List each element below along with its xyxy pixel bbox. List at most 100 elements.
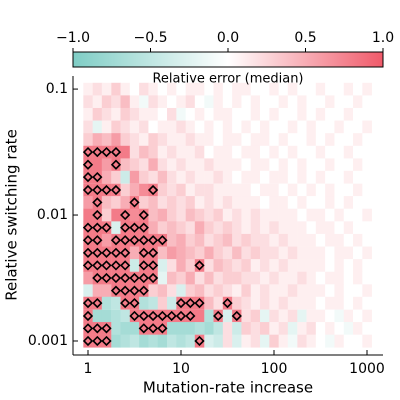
heatmap-cell xyxy=(129,145,140,159)
heatmap-cell xyxy=(250,334,261,348)
heatmap-cell xyxy=(176,284,186,298)
heatmap-cell xyxy=(92,233,103,247)
heatmap-cell xyxy=(157,82,168,96)
heatmap-cell xyxy=(222,170,233,184)
significance-marker xyxy=(138,235,149,246)
heatmap-cell xyxy=(232,259,242,273)
heatmap-cell xyxy=(185,145,196,159)
significance-marker xyxy=(110,272,122,284)
significance-marker xyxy=(147,310,159,322)
significance-marker xyxy=(82,171,94,183)
heatmap-cell xyxy=(325,95,335,109)
heatmap-cell xyxy=(241,196,252,209)
heatmap-cell xyxy=(362,183,372,197)
heatmap-cell xyxy=(325,183,335,197)
heatmap-cell xyxy=(241,170,252,184)
heatmap-cell xyxy=(92,120,103,134)
significance-marker xyxy=(147,260,159,271)
heatmap-cell xyxy=(83,170,93,184)
heatmap-cell xyxy=(232,284,242,298)
heatmap-cell xyxy=(83,208,93,222)
significance-marker xyxy=(120,272,131,284)
heatmap-cell xyxy=(139,284,149,298)
heatmap-cell xyxy=(362,145,372,159)
significance-marker xyxy=(101,323,112,334)
heatmap-cell xyxy=(334,158,345,172)
significance-marker xyxy=(92,197,103,208)
heatmap-cell xyxy=(260,145,270,159)
heatmap-cell xyxy=(334,82,345,96)
heatmap-cell xyxy=(176,196,186,209)
heatmap-cell xyxy=(250,145,261,159)
heatmap-cell xyxy=(176,221,186,235)
heatmap-cell xyxy=(101,107,112,121)
significance-marker xyxy=(92,323,103,334)
heatmap-cell xyxy=(250,208,261,222)
significance-marker xyxy=(82,247,94,258)
heatmap-cell xyxy=(260,334,270,348)
heatmap-cell xyxy=(139,334,149,348)
heatmap-cell xyxy=(269,233,279,247)
heatmap-cell xyxy=(297,271,307,285)
heatmap-cell xyxy=(297,107,307,121)
heatmap-cell xyxy=(278,221,289,235)
heatmap-cell xyxy=(101,95,112,109)
heatmap-cell xyxy=(176,107,186,121)
heatmap-cell xyxy=(83,246,93,260)
heatmap-cell xyxy=(92,334,103,348)
heatmap-cell xyxy=(306,246,317,260)
heatmap-cell xyxy=(129,170,140,184)
heatmap-cell xyxy=(343,284,354,298)
heatmap-cell xyxy=(167,170,177,184)
heatmap-cell xyxy=(222,221,233,235)
significance-marker xyxy=(129,197,140,208)
heatmap-cell xyxy=(306,284,317,298)
heatmap-cell xyxy=(222,82,233,96)
heatmap-cell xyxy=(343,107,354,121)
heatmap-cell xyxy=(204,271,214,285)
heatmap-cell xyxy=(139,259,149,273)
heatmap-cell xyxy=(269,145,279,159)
significance-marker xyxy=(92,222,103,233)
colorbar-tick-label: 0.5 xyxy=(294,30,316,46)
heatmap-cell xyxy=(260,309,270,323)
heatmap-cell xyxy=(120,208,131,222)
heatmap-cell xyxy=(194,284,205,298)
heatmap-cell xyxy=(362,334,372,348)
heatmap-cell xyxy=(250,309,261,323)
heatmap-cell xyxy=(269,158,279,172)
significance-marker xyxy=(147,247,159,258)
heatmap-cell xyxy=(194,322,205,335)
heatmap-cell xyxy=(353,133,363,147)
heatmap-cell xyxy=(129,322,140,335)
heatmap-cell xyxy=(101,145,112,159)
heatmap-cell xyxy=(241,82,252,96)
heatmap-cell xyxy=(222,322,233,335)
heatmap-cell xyxy=(241,133,252,147)
heatmap-cell xyxy=(204,183,214,197)
heatmap-cell xyxy=(260,322,270,335)
heatmap-cell xyxy=(362,233,372,247)
heatmap-cell xyxy=(101,309,112,323)
heatmap-cell xyxy=(306,259,317,273)
heatmap-cell xyxy=(297,95,307,109)
heatmap-cell xyxy=(92,158,103,172)
heatmap-cell xyxy=(111,271,121,285)
heatmap-cell xyxy=(204,107,214,121)
heatmap-cell xyxy=(213,95,224,109)
heatmap-cell xyxy=(287,95,298,109)
heatmap-cell xyxy=(204,145,214,159)
heatmap-cell xyxy=(148,120,159,134)
heatmap-cell xyxy=(306,296,317,310)
significance-marker xyxy=(92,247,103,258)
heatmap-cell xyxy=(287,233,298,247)
heatmap-cell xyxy=(148,170,159,184)
heatmap-cell xyxy=(297,259,307,273)
heatmap-cell xyxy=(148,208,159,222)
heatmap-cell xyxy=(269,322,279,335)
significance-marker xyxy=(138,209,149,221)
heatmap-cell xyxy=(250,322,261,335)
heatmap-cell xyxy=(194,309,205,323)
heatmap-cell xyxy=(167,82,177,96)
heatmap-cell xyxy=(139,271,149,285)
